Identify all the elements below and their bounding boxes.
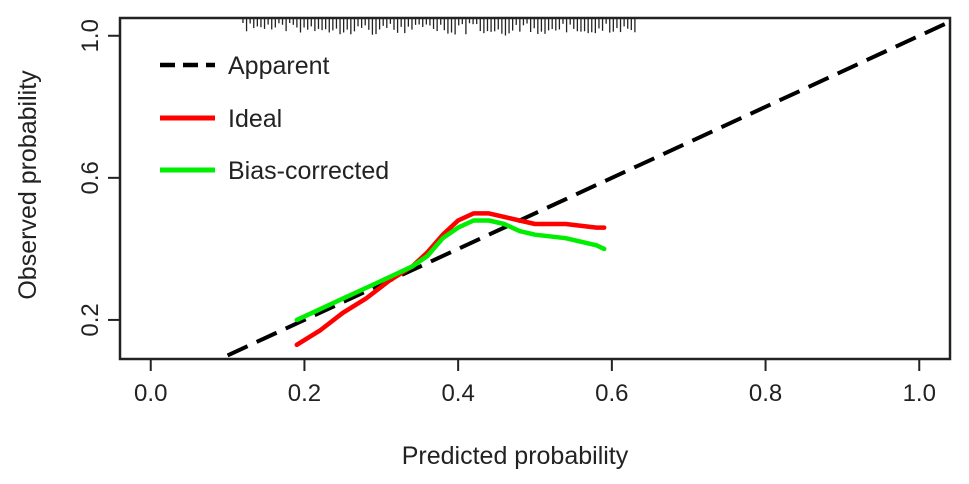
legend-label: Apparent — [228, 52, 330, 80]
x-axis-title: Predicted probability — [402, 442, 629, 470]
x-tick-label: 0.6 — [595, 380, 628, 407]
x-tick-label: 0.2 — [288, 380, 321, 407]
legend-label: Bias-corrected — [228, 157, 389, 185]
x-axis: 0.0 0.2 0.4 0.6 0.8 1.0 — [134, 359, 936, 407]
y-tick-label: 1.0 — [77, 19, 104, 52]
plot-frame — [118, 16, 952, 361]
y-axis: 0.2 0.6 1.0 — [77, 19, 120, 337]
y-axis-title: Observed probability — [14, 70, 42, 300]
x-tick-label: 1.0 — [903, 380, 936, 407]
y-tick-label: 0.2 — [77, 303, 104, 336]
legend-label: Ideal — [228, 105, 282, 133]
x-tick-label: 0.8 — [749, 380, 782, 407]
x-tick-label: 0.0 — [134, 380, 167, 407]
series-line-bias-corrected — [294, 218, 607, 323]
x-tick-label: 0.4 — [441, 380, 474, 407]
rug-marks — [242, 18, 636, 36]
legend: Apparent Ideal Bias-corrected — [160, 52, 389, 185]
series-line-apparent — [226, 19, 950, 358]
series-line-ideal — [294, 211, 607, 348]
series-layer — [226, 19, 950, 358]
y-tick-label: 0.6 — [77, 161, 104, 194]
